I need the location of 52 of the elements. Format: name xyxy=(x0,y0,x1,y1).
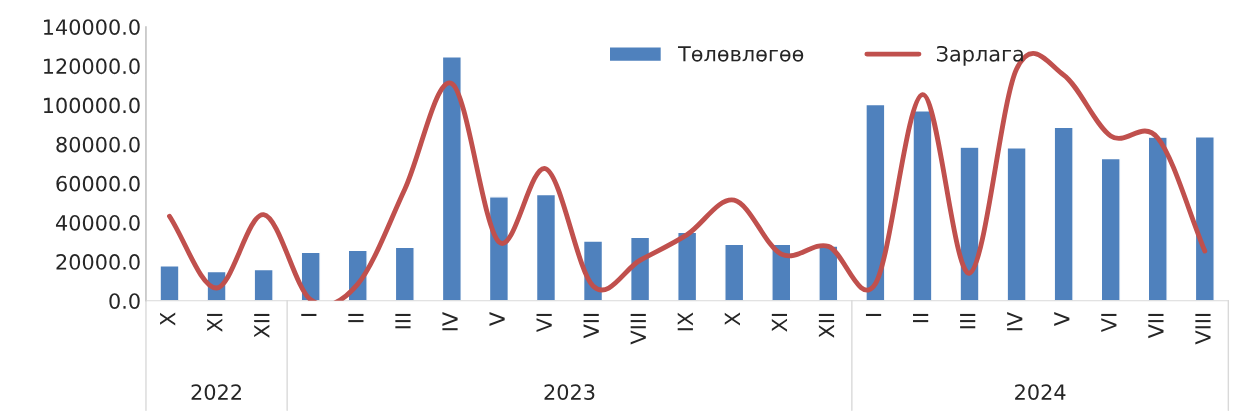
x-tick-label: III xyxy=(395,313,411,329)
x-tick-label: XI xyxy=(207,313,223,332)
text: 2024 xyxy=(1015,384,1066,400)
bar xyxy=(724,243,745,301)
x-tick-label: XII xyxy=(818,313,835,338)
x-tick-label: VII xyxy=(583,313,599,339)
y-tick-label: 80000.0 xyxy=(56,136,140,153)
text: 2022 xyxy=(191,384,241,400)
x-tick-label: XI xyxy=(771,313,788,332)
bar xyxy=(535,193,557,301)
bar xyxy=(488,196,510,301)
x-tick-label: X xyxy=(724,312,740,326)
y-tick-label: 20000.0 xyxy=(56,254,140,270)
y-tick-label: 60000.0 xyxy=(56,175,140,192)
bar xyxy=(1006,147,1027,301)
x-tick-label: X xyxy=(160,312,176,326)
x-tick-label: II xyxy=(348,313,364,323)
bar xyxy=(1194,136,1215,301)
legend-label: Төлөвлөгөө xyxy=(677,46,804,62)
bar xyxy=(1147,136,1168,301)
bar xyxy=(1100,157,1121,301)
x-tick-label: IV xyxy=(442,312,458,331)
x-tick-label: II xyxy=(913,313,929,323)
x-tick-label: VI xyxy=(1101,313,1117,333)
x-tick-label: VIII xyxy=(1195,313,1211,345)
bar xyxy=(253,268,274,301)
x-tick-label: IX xyxy=(677,312,693,331)
y-tick-label: 0.0 xyxy=(109,293,140,309)
bar xyxy=(159,265,180,301)
bar xyxy=(677,231,698,301)
x-tick-label: VIII xyxy=(630,313,646,345)
bar xyxy=(1053,126,1074,301)
y-tick-label: 40000.0 xyxy=(55,214,140,231)
y-tick-label: 140000.0 xyxy=(43,19,140,35)
x-tick-label: V xyxy=(489,312,505,326)
y-tick-label: 120000.0 xyxy=(43,58,140,75)
x-tick-label: VI xyxy=(536,313,552,333)
x-tick-label: I xyxy=(865,313,882,316)
text: 2023 xyxy=(544,384,595,400)
bar xyxy=(959,146,980,301)
bar xyxy=(912,110,933,301)
bar xyxy=(394,246,415,301)
x-tick-label: IV xyxy=(1007,312,1023,331)
y-tick-label: 100000.0 xyxy=(43,97,140,114)
x-tick-label: V xyxy=(1054,312,1070,326)
x-tick-label: XII xyxy=(254,313,270,338)
legend-label: Зарлага xyxy=(937,45,1023,66)
bar xyxy=(441,56,462,301)
x-tick-label: I xyxy=(301,313,317,316)
bar xyxy=(865,103,886,301)
x-tick-label: III xyxy=(960,313,976,329)
x-tick-label: VII xyxy=(1148,313,1164,339)
